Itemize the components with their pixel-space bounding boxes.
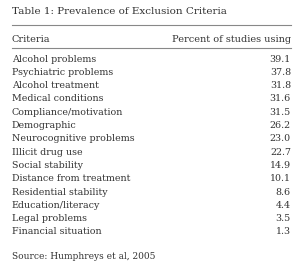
Text: 14.9: 14.9 [270,161,291,170]
Text: 10.1: 10.1 [270,174,291,183]
Text: Source: Humphreys et al, 2005: Source: Humphreys et al, 2005 [12,252,155,261]
Text: Illicit drug use: Illicit drug use [12,148,82,157]
Text: 3.5: 3.5 [276,214,291,223]
Text: Financial situation: Financial situation [12,227,102,236]
Text: Alcohol treatment: Alcohol treatment [12,81,99,90]
Text: 22.7: 22.7 [270,148,291,157]
Text: 26.2: 26.2 [270,121,291,130]
Text: Compliance/motivation: Compliance/motivation [12,108,123,117]
Text: 1.3: 1.3 [276,227,291,236]
Text: 31.6: 31.6 [270,94,291,103]
Text: Distance from treatment: Distance from treatment [12,174,130,183]
Text: Demographic: Demographic [12,121,77,130]
Text: Medical conditions: Medical conditions [12,94,104,103]
Text: Alcohol problems: Alcohol problems [12,55,96,64]
Text: 23.0: 23.0 [270,134,291,143]
Text: Social stability: Social stability [12,161,83,170]
Text: 8.6: 8.6 [276,188,291,197]
Text: Legal problems: Legal problems [12,214,87,223]
Text: Residential stability: Residential stability [12,188,108,197]
Text: Psychiatric problems: Psychiatric problems [12,68,113,77]
Text: 39.1: 39.1 [270,55,291,64]
Text: Criteria: Criteria [12,35,50,44]
Text: Education/literacy: Education/literacy [12,201,101,210]
Text: Percent of studies using: Percent of studies using [172,35,291,44]
Text: 31.8: 31.8 [270,81,291,90]
Text: Neurocognitive problems: Neurocognitive problems [12,134,135,143]
Text: 31.5: 31.5 [270,108,291,117]
Text: 37.8: 37.8 [270,68,291,77]
Text: Table 1: Prevalence of Exclusion Criteria: Table 1: Prevalence of Exclusion Criteri… [12,7,227,16]
Text: 4.4: 4.4 [276,201,291,210]
